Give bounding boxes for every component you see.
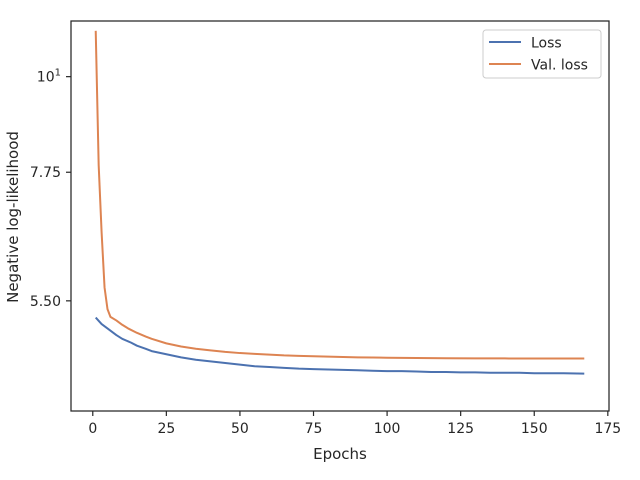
series-line-val-loss <box>94 30 585 360</box>
series-line-loss <box>94 316 585 375</box>
legend-label-val-loss: Val. loss <box>531 58 588 74</box>
plot-area <box>70 20 610 412</box>
x-tick-label: 25 <box>157 421 175 437</box>
axes-frame <box>70 20 610 412</box>
x-tick-label: 50 <box>231 421 249 437</box>
legend-label-loss: Loss <box>531 36 562 52</box>
y-tick-label: 7.75 <box>30 165 61 181</box>
x-tick-label: 150 <box>521 421 548 437</box>
x-axis: 0 25 50 75 100 125 150 175 <box>88 411 621 437</box>
series-layer <box>94 30 585 375</box>
y-tick-label: 5.50 <box>30 294 61 310</box>
y-axis-label: Negative log-likelihood <box>4 131 22 303</box>
x-tick-label: 75 <box>305 421 323 437</box>
x-tick-label: 0 <box>88 421 97 437</box>
x-tick-label: 175 <box>594 421 621 437</box>
x-tick-label: 125 <box>447 421 474 437</box>
x-tick-label: 100 <box>374 421 401 437</box>
legend: Loss Val. loss <box>482 29 602 79</box>
x-axis-label: Epochs <box>313 445 367 463</box>
